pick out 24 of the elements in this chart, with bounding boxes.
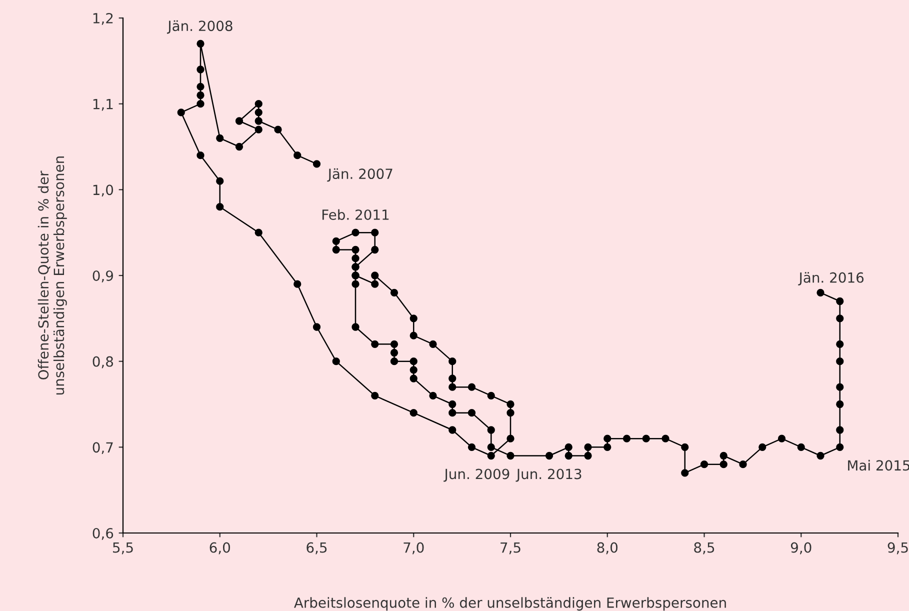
annotation: Jän. 2007: [327, 168, 392, 182]
x-tick-label: 9,5: [888, 542, 908, 554]
y-tick-label: 0,8: [92, 356, 114, 368]
x-tick-label: 5,5: [113, 542, 133, 554]
y-tick-label: 1,2: [93, 12, 113, 25]
x-tick-label: 8,5: [694, 542, 714, 554]
x-tick-label: 7,0: [404, 542, 424, 554]
x-tick-label: 6,5: [306, 542, 327, 554]
x-tick-label: 9,0: [790, 542, 812, 554]
y-axis-title: Offene-Stellen-Quote in % der unselbständigen Erwerbspersonen: [38, 156, 67, 395]
x-axis-title: Arbeitslosenquote in % der unselbständigen Erwerbspersonen: [294, 597, 726, 611]
annotation: Jän. 2016: [798, 272, 864, 286]
x-tick-label: 6,0: [210, 542, 230, 554]
y-tick-label: 1,0: [93, 184, 114, 197]
x-tick-label: 7,5: [500, 542, 520, 554]
annotation: Jun. 2013: [516, 468, 582, 482]
x-tick-label: 8,0: [597, 542, 618, 554]
y-tick-label: 0,6: [92, 528, 114, 540]
annotation: Jän. 2008: [166, 20, 232, 34]
y-tick-label: 0,9: [92, 270, 113, 282]
y-tick-label: 0,7: [92, 442, 113, 454]
annotation: Feb. 2011: [322, 209, 389, 220]
y-tick-label: 1,1: [93, 98, 113, 111]
annotation: Jun. 2009: [444, 468, 510, 482]
